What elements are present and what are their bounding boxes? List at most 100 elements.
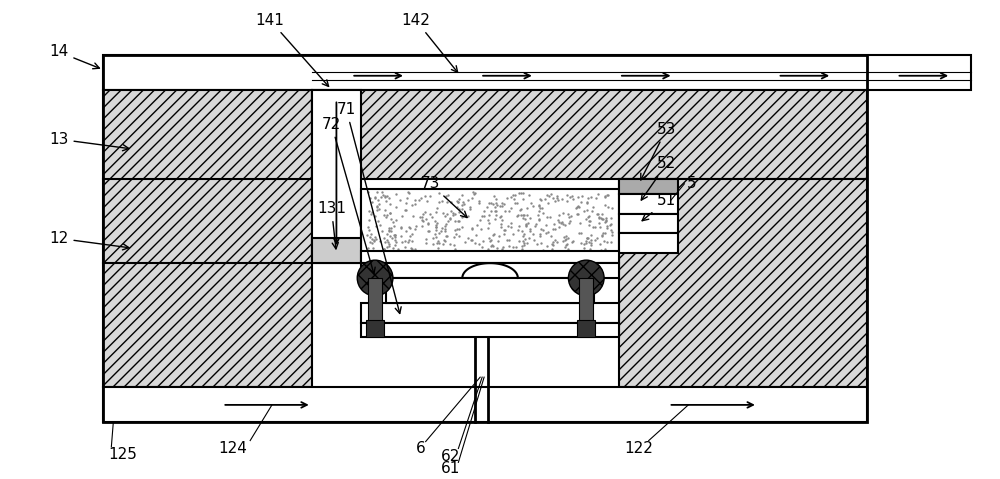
Point: [375, 191, 391, 199]
Point: [556, 233, 572, 240]
Point: [404, 237, 420, 245]
Point: [368, 222, 384, 229]
Point: [593, 246, 609, 253]
Point: [598, 216, 614, 224]
Point: [371, 200, 387, 208]
Point: [467, 239, 483, 247]
Point: [483, 199, 499, 206]
Point: [583, 240, 599, 247]
Point: [479, 203, 495, 210]
Point: [449, 226, 465, 233]
Point: [540, 200, 556, 207]
Point: [489, 245, 505, 252]
Point: [503, 204, 519, 211]
Point: [494, 216, 510, 224]
Point: [442, 215, 458, 222]
Point: [370, 217, 386, 225]
Point: [594, 232, 610, 240]
Point: [579, 199, 595, 207]
Point: [364, 208, 380, 216]
Point: [569, 210, 585, 217]
Point: [581, 217, 597, 224]
Point: [576, 207, 592, 215]
Point: [392, 196, 408, 204]
Point: [437, 212, 453, 219]
Point: [387, 231, 403, 239]
Point: [364, 239, 380, 247]
Point: [578, 215, 594, 222]
Point: [593, 214, 609, 222]
Bar: [361, 322, 619, 338]
Point: [545, 194, 561, 201]
Point: [428, 223, 444, 231]
Point: [543, 190, 559, 198]
Point: [431, 229, 447, 237]
Point: [559, 240, 575, 248]
Point: [562, 217, 578, 225]
Point: [415, 210, 431, 218]
Point: [599, 238, 615, 246]
Point: [531, 215, 547, 223]
Point: [598, 215, 614, 222]
Point: [604, 231, 620, 239]
Point: [549, 194, 565, 202]
Point: [571, 229, 587, 237]
Point: [547, 197, 563, 205]
Point: [471, 197, 487, 205]
Point: [367, 212, 383, 220]
Point: [519, 204, 535, 212]
Point: [400, 188, 416, 195]
Point: [494, 245, 510, 253]
Point: [545, 238, 561, 246]
Point: [442, 240, 458, 247]
Point: [388, 203, 404, 211]
Point: [414, 222, 430, 230]
Point: [496, 226, 512, 234]
Point: [403, 244, 419, 251]
Point: [474, 244, 490, 251]
Point: [505, 230, 521, 238]
Point: [539, 191, 555, 198]
Point: [581, 239, 597, 246]
Point: [595, 229, 611, 237]
Point: [415, 217, 431, 225]
Point: [596, 237, 612, 245]
Point: [493, 223, 509, 230]
Point: [529, 240, 545, 248]
Point: [468, 231, 484, 239]
Point: [513, 205, 529, 213]
Point: [568, 205, 584, 212]
Point: [594, 210, 610, 217]
Point: [570, 203, 586, 210]
Point: [361, 227, 377, 234]
Point: [368, 236, 384, 243]
Point: [603, 214, 619, 222]
Point: [480, 246, 496, 253]
Point: [370, 196, 386, 204]
Point: [460, 234, 476, 242]
Point: [431, 240, 447, 247]
Point: [574, 193, 590, 200]
Point: [447, 246, 463, 253]
Point: [430, 238, 446, 245]
Point: [429, 205, 445, 212]
Point: [379, 243, 395, 251]
Point: [594, 215, 610, 223]
Text: 14: 14: [49, 45, 99, 69]
Point: [582, 245, 598, 252]
Point: [582, 217, 598, 225]
Point: [367, 193, 383, 201]
Point: [436, 236, 452, 244]
Point: [564, 192, 580, 200]
Point: [377, 194, 393, 201]
Point: [480, 224, 496, 232]
Point: [497, 226, 513, 234]
Point: [573, 239, 589, 247]
Point: [583, 236, 599, 243]
Point: [602, 221, 618, 229]
Point: [462, 205, 478, 212]
Point: [565, 195, 581, 203]
Point: [379, 211, 395, 219]
Text: 6: 6: [416, 441, 426, 456]
Bar: [619, 233, 678, 253]
